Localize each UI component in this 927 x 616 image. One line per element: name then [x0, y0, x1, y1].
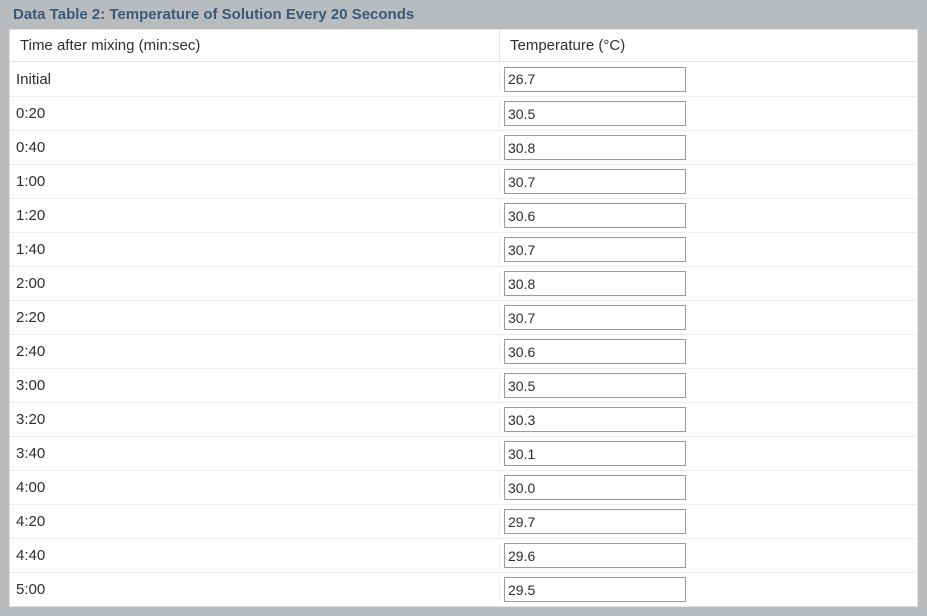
time-cell: 4:40: [10, 543, 500, 568]
temperature-input[interactable]: [504, 407, 686, 432]
table-row: 4:00: [10, 470, 917, 504]
table-row: 2:20: [10, 300, 917, 334]
table-row: 1:20: [10, 198, 917, 232]
temperature-cell: [500, 541, 917, 570]
time-cell: 3:00: [10, 373, 500, 398]
temperature-cell: [500, 235, 917, 264]
table-row: 5:00: [10, 572, 917, 606]
temperature-cell: [500, 167, 917, 196]
table-row: 4:40: [10, 538, 917, 572]
temperature-input[interactable]: [504, 339, 686, 364]
panel-title: Data Table 2: Temperature of Solution Ev…: [9, 0, 918, 29]
time-cell: 5:00: [10, 577, 500, 602]
temperature-input[interactable]: [504, 543, 686, 568]
table-row: 1:40: [10, 232, 917, 266]
time-cell: 2:00: [10, 271, 500, 296]
temperature-cell: [500, 439, 917, 468]
table-row: Initial: [10, 62, 917, 96]
temperature-input[interactable]: [504, 135, 686, 160]
temperature-input[interactable]: [504, 509, 686, 534]
temperature-cell: [500, 337, 917, 366]
temperature-cell: [500, 65, 917, 94]
time-cell: 1:00: [10, 169, 500, 194]
temperature-input[interactable]: [504, 169, 686, 194]
table-row: 0:40: [10, 130, 917, 164]
table-row: 3:40: [10, 436, 917, 470]
temperature-input[interactable]: [504, 441, 686, 466]
temperature-cell: [500, 303, 917, 332]
time-cell: 4:00: [10, 475, 500, 500]
time-cell: 0:40: [10, 135, 500, 160]
temperature-cell: [500, 99, 917, 128]
time-cell: 2:40: [10, 339, 500, 364]
time-cell: 3:20: [10, 407, 500, 432]
temperature-cell: [500, 269, 917, 298]
table-row: 1:00: [10, 164, 917, 198]
time-cell: 2:20: [10, 305, 500, 330]
table-row: 3:20: [10, 402, 917, 436]
time-cell: 1:40: [10, 237, 500, 262]
temperature-input[interactable]: [504, 203, 686, 228]
temperature-input[interactable]: [504, 373, 686, 398]
time-cell: 1:20: [10, 203, 500, 228]
table-body: Initial 0:20 0:40 1:00 1:20 1:40 2:00 2:20 2:40 3…: [10, 62, 917, 606]
temperature-input[interactable]: [504, 305, 686, 330]
temperature-cell: [500, 371, 917, 400]
table-row: 4:20: [10, 504, 917, 538]
table-row: 0:20: [10, 96, 917, 130]
temperature-cell: [500, 575, 917, 604]
temperature-cell: [500, 133, 917, 162]
time-cell: 0:20: [10, 101, 500, 126]
temperature-input[interactable]: [504, 577, 686, 602]
column-header-time: Time after mixing (min:sec): [10, 30, 500, 61]
temperature-input[interactable]: [504, 271, 686, 296]
time-cell: Initial: [10, 67, 500, 92]
temperature-cell: [500, 507, 917, 536]
table-row: 2:40: [10, 334, 917, 368]
temperature-cell: [500, 473, 917, 502]
table-header-row: Time after mixing (min:sec) Temperature …: [10, 30, 917, 62]
data-table: Time after mixing (min:sec) Temperature …: [9, 29, 918, 607]
temperature-input[interactable]: [504, 67, 686, 92]
temperature-input[interactable]: [504, 475, 686, 500]
table-row: 3:00: [10, 368, 917, 402]
temperature-input[interactable]: [504, 101, 686, 126]
temperature-cell: [500, 201, 917, 230]
temperature-input[interactable]: [504, 237, 686, 262]
time-cell: 3:40: [10, 441, 500, 466]
table-row: 2:00: [10, 266, 917, 300]
time-cell: 4:20: [10, 509, 500, 534]
temperature-cell: [500, 405, 917, 434]
column-header-temperature: Temperature (°C): [500, 30, 917, 61]
data-table-panel: Data Table 2: Temperature of Solution Ev…: [0, 0, 927, 616]
